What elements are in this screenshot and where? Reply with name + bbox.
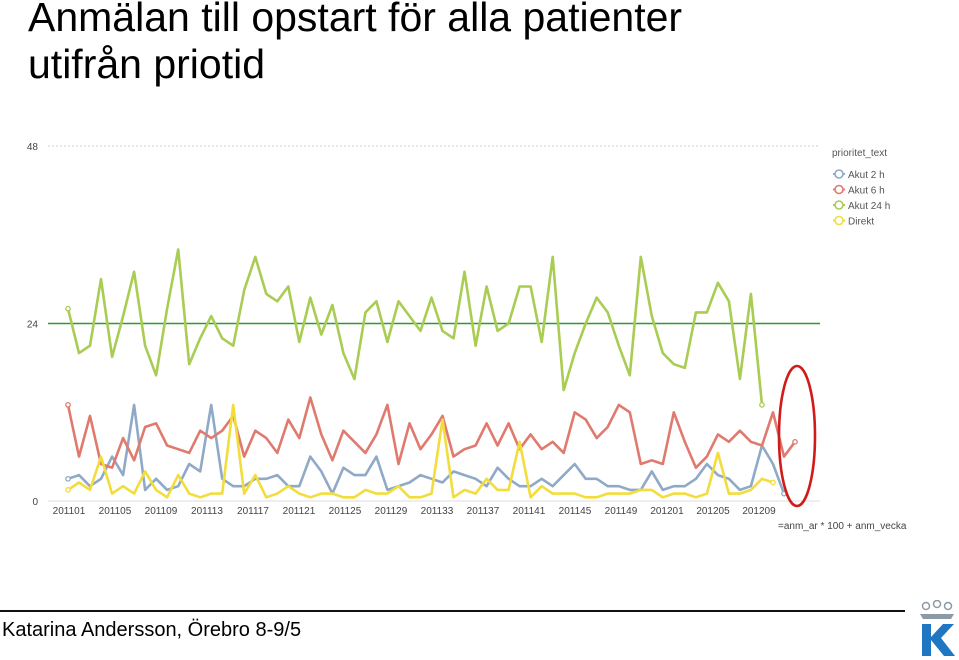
x-axis-label: =anm_ar * 100 + anm_vecka — [778, 521, 907, 532]
x-tick-label: 201101 — [53, 506, 86, 517]
y-tick-label: 24 — [27, 320, 39, 331]
legend-swatch-marker — [834, 169, 844, 179]
legend-swatch-marker — [834, 215, 844, 226]
series-line-0 — [67, 403, 786, 495]
y-tick-label: 48 — [27, 142, 39, 153]
x-tick-label: 201121 — [283, 506, 316, 517]
data-point — [770, 479, 776, 486]
x-tick-label: 201105 — [99, 506, 132, 517]
x-tick-label: 201209 — [742, 506, 776, 517]
x-tick-label: 201141 — [513, 506, 546, 517]
legend-swatch-marker — [834, 184, 844, 195]
data-point — [792, 438, 798, 445]
x-tick-label: 201137 — [467, 506, 500, 517]
series-line-3 — [67, 403, 774, 499]
x-tick-label: 201125 — [329, 506, 362, 517]
legend-swatch-marker — [834, 200, 844, 210]
series-line-1 — [66, 396, 797, 470]
data-point — [65, 475, 71, 482]
line-chart: 0 24 48 201101 201105 201109 201113 201117 20112… — [27, 142, 907, 532]
x-tick-label: 201133 — [421, 506, 454, 517]
legend-label: Akut 6 h — [848, 186, 885, 197]
data-point — [65, 402, 71, 408]
series-line-2 — [66, 248, 764, 406]
x-tick-label: 201149 — [605, 506, 638, 517]
y-tick-label: 0 — [32, 497, 38, 508]
footer-divider — [0, 610, 905, 612]
slide-title-line-2: utifrån priotid — [28, 41, 266, 87]
x-tick-label: 201205 — [696, 506, 730, 517]
data-point — [65, 487, 71, 493]
slide-title-line-1: Anmälan till opstart för alla patienter — [28, 0, 683, 40]
footer-text: Katarina Andersson, Örebro 8-9/5 — [2, 619, 302, 641]
data-point — [759, 402, 765, 408]
highlight-ellipse — [777, 364, 817, 508]
legend-title: prioritet_text — [832, 148, 887, 159]
x-tick-label: 201113 — [191, 506, 223, 517]
x-tick-label: 201201 — [650, 506, 684, 517]
legend-label: Akut 2 h — [848, 170, 885, 181]
x-tick-label: 201129 — [375, 506, 408, 517]
x-tick-label: 201109 — [145, 506, 178, 517]
legend-label: Direkt — [848, 217, 874, 228]
legend-label: Akut 24 h — [848, 201, 890, 212]
crown-k-logo-icon — [920, 600, 955, 656]
data-point — [65, 305, 71, 312]
slide-title: Anmälan till opstart för alla patienter … — [28, 0, 928, 88]
x-tick-label: 201117 — [237, 506, 269, 517]
x-tick-label: 201145 — [559, 506, 592, 517]
